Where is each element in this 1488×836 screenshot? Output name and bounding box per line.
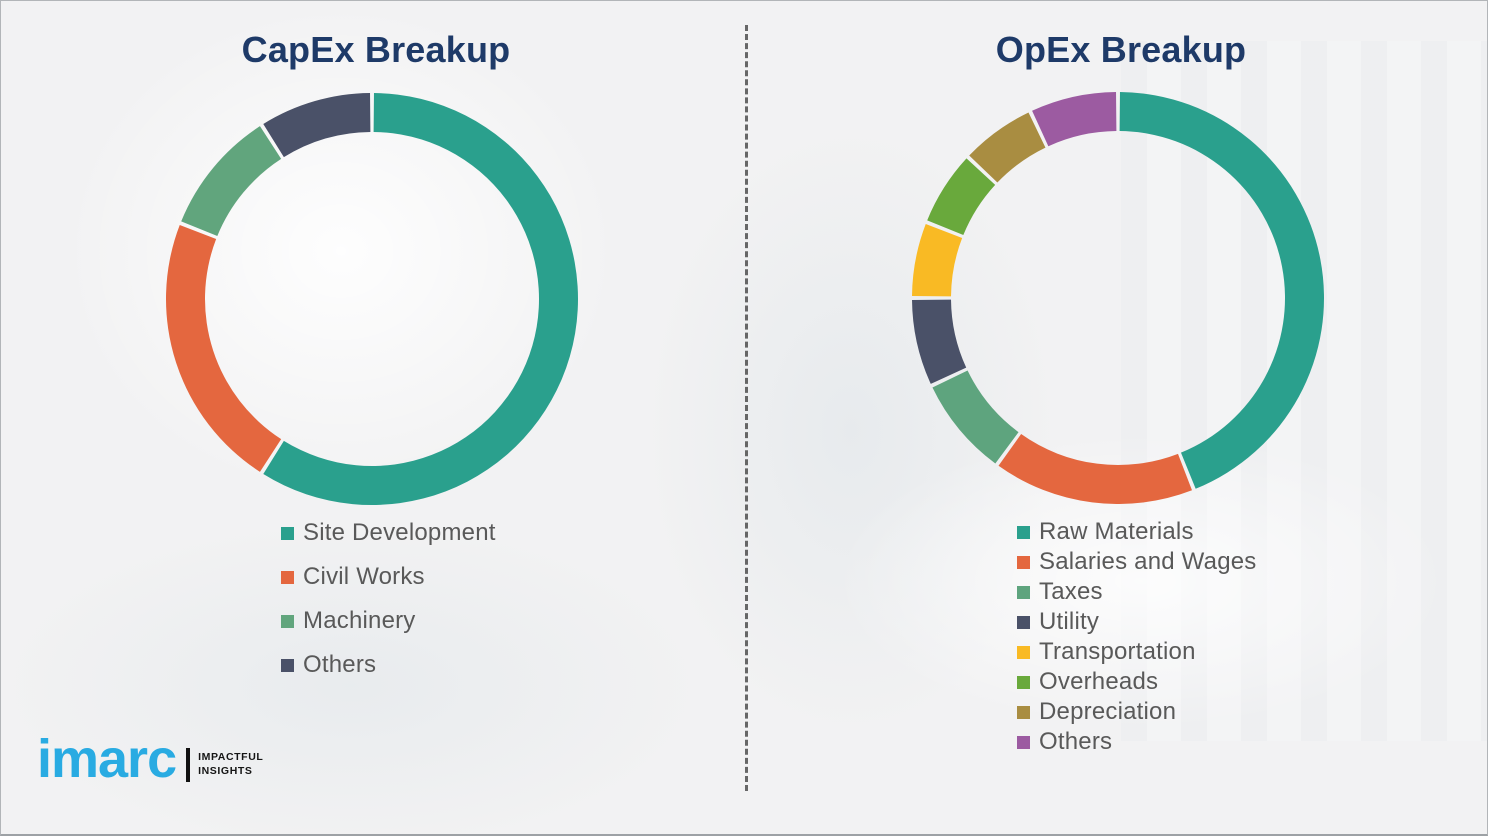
capex-donut-chart xyxy=(166,93,578,505)
legend-swatch xyxy=(1017,525,1030,539)
opex-donut-chart xyxy=(912,92,1324,504)
legend-item: Raw Materials xyxy=(1017,517,1257,547)
legend-swatch xyxy=(1017,645,1030,659)
imarc-tagline-line1: IMPACTFUL xyxy=(198,751,264,764)
donut-segment-utility xyxy=(912,299,967,384)
legend-swatch xyxy=(1017,705,1030,719)
legend-item: Machinery xyxy=(281,599,496,643)
legend-item: Salaries and Wages xyxy=(1017,547,1257,577)
legend-label: Taxes xyxy=(1039,578,1103,605)
legend-item: Transportation xyxy=(1017,637,1257,667)
donut-segment-depreciation xyxy=(969,112,1046,183)
imarc-tagline-line2: INSIGHTS xyxy=(198,765,253,777)
capex-chart-title: CapEx Breakup xyxy=(241,29,511,70)
donut-segment-overheads xyxy=(927,158,996,236)
legend-label: Others xyxy=(1039,728,1113,755)
legend-swatch xyxy=(1017,555,1030,569)
donut-segment-others xyxy=(1032,92,1117,147)
legend-label: Depreciation xyxy=(1039,698,1177,725)
legend-label: Others xyxy=(303,651,377,678)
donut-segment-transportation xyxy=(912,224,963,297)
legend-item: Taxes xyxy=(1017,577,1257,607)
legend-item: Others xyxy=(281,643,496,687)
legend-item: Depreciation xyxy=(1017,697,1257,727)
legend-swatch xyxy=(281,658,294,672)
imarc-logo: imarc IMPACTFUL INSIGHTS xyxy=(37,729,263,789)
donut-segment-civil-works xyxy=(166,225,282,472)
donut-segment-salaries-and-wages xyxy=(998,434,1192,504)
donut-segment-raw-materials xyxy=(1119,92,1324,489)
vertical-dashed-divider xyxy=(745,25,748,791)
legend-label: Raw Materials xyxy=(1039,518,1194,545)
legend-item: Site Development xyxy=(281,511,496,555)
legend-item: Others xyxy=(1017,727,1257,757)
imarc-logo-separator xyxy=(186,748,191,782)
legend-label: Transportation xyxy=(1039,638,1196,665)
donut-segment-machinery xyxy=(181,126,282,237)
legend-label: Civil Works xyxy=(303,563,425,590)
legend-item: Utility xyxy=(1017,607,1257,637)
legend-label: Site Development xyxy=(303,519,496,546)
legend-swatch xyxy=(281,526,294,540)
imarc-logo-wordmark: imarc xyxy=(37,729,177,789)
legend-label: Salaries and Wages xyxy=(1039,548,1257,575)
donut-segment-taxes xyxy=(932,370,1019,464)
legend-label: Utility xyxy=(1039,608,1100,635)
legend-label: Machinery xyxy=(303,607,416,634)
opex-chart-title: OpEx Breakup xyxy=(995,29,1247,70)
donut-segment-site-development xyxy=(263,93,578,505)
legend-swatch xyxy=(1017,675,1030,689)
opex-legend: Raw Materials Salaries and Wages Taxes Util… xyxy=(1017,517,1257,757)
imarc-logo-tagline: IMPACTFUL INSIGHTS xyxy=(198,751,263,778)
legend-swatch xyxy=(1017,735,1030,749)
legend-swatch xyxy=(281,614,294,628)
legend-swatch xyxy=(281,570,294,584)
legend-item: Civil Works xyxy=(281,555,496,599)
legend-swatch xyxy=(1017,585,1030,599)
legend-label: Overheads xyxy=(1039,668,1159,695)
donut-segment-others xyxy=(263,93,371,158)
legend-item: Overheads xyxy=(1017,667,1257,697)
capex-legend: Site Development Civil Works Machinery Othe… xyxy=(281,511,496,687)
legend-swatch xyxy=(1017,615,1030,629)
